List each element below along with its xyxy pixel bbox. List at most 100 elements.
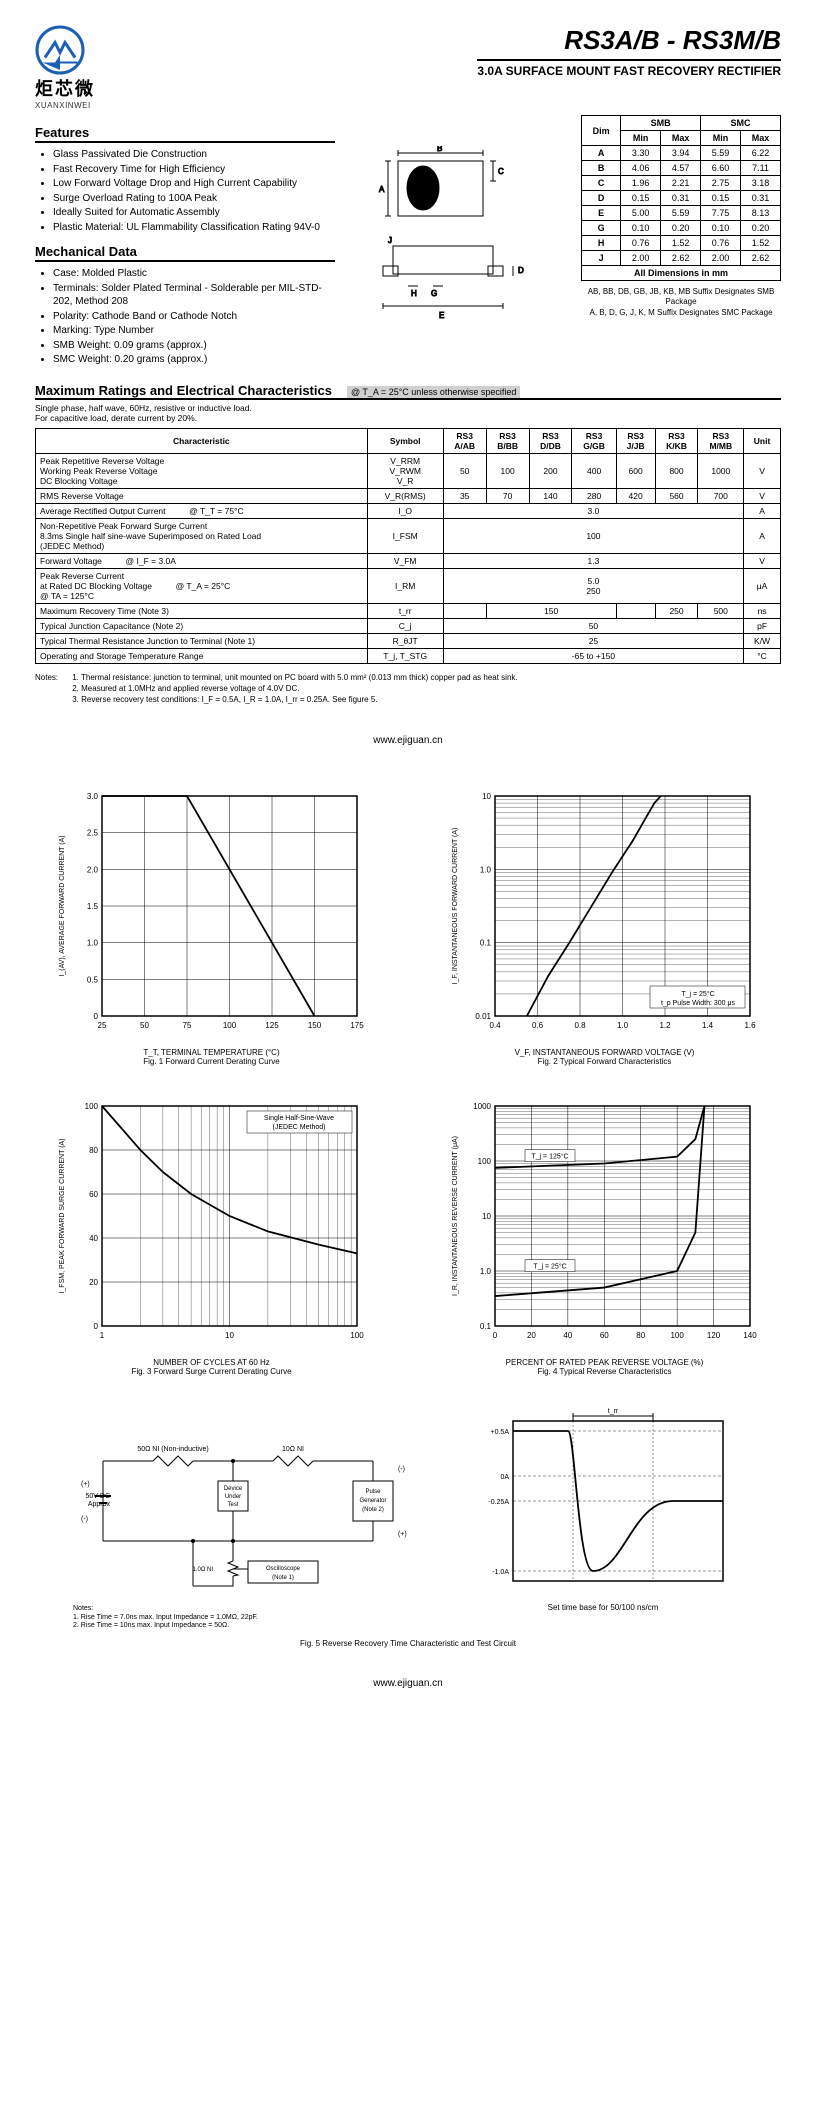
svg-text:(-): (-): [398, 1466, 405, 1473]
mechanical-heading: Mechanical Data: [35, 244, 335, 262]
smb-head: SMB: [621, 116, 701, 131]
svg-text:1.0: 1.0: [86, 939, 98, 948]
dim-footer: All Dimensions in mm: [581, 266, 781, 281]
svg-text:1.6: 1.6: [744, 1021, 756, 1030]
feature-item: Ideally Suited for Automatic Assembly: [53, 206, 335, 220]
svg-text:1.0: 1.0: [479, 866, 491, 875]
svg-text:t_p Pulse Width: 300 μs: t_p Pulse Width: 300 μs: [660, 1000, 735, 1007]
features-heading: Features: [35, 125, 335, 143]
svg-text:0.5: 0.5: [86, 976, 98, 985]
svg-text:(JEDEC Method): (JEDEC Method): [272, 1124, 325, 1131]
svg-text:(+): (+): [81, 1481, 90, 1488]
svg-text:(Note 1): (Note 1): [272, 1575, 294, 1581]
logo-icon: [35, 25, 85, 75]
maxratings-note: Single phase, half wave, 60Hz, resistive…: [35, 403, 781, 423]
svg-text:0: 0: [93, 1012, 98, 1021]
svg-text:125: 125: [265, 1021, 279, 1030]
svg-text:I_(AV), AVERAGE FORWARD CURREN: I_(AV), AVERAGE FORWARD CURRENT (A): [59, 836, 66, 977]
svg-text:50V DC: 50V DC: [85, 1493, 110, 1500]
fig3: 110100020406080100I_FSM, PEAK FORWARD SU…: [35, 1096, 388, 1376]
svg-text:100: 100: [350, 1331, 364, 1340]
svg-text:1.5: 1.5: [86, 902, 98, 911]
svg-text:E: E: [439, 311, 444, 320]
logo-block: 炬芯微 XUANXINWEI: [35, 25, 95, 110]
svg-text:1.4: 1.4: [701, 1021, 713, 1030]
dim-head: Dim: [582, 116, 621, 146]
svg-text:B: B: [437, 146, 442, 153]
svg-text:175: 175: [350, 1021, 364, 1030]
features-list: Glass Passivated Die ConstructionFast Re…: [53, 148, 335, 234]
svg-text:20: 20: [89, 1278, 98, 1287]
feature-item: Surge Overload Rating to 100A Peak: [53, 192, 335, 206]
svg-text:150: 150: [307, 1021, 321, 1030]
header: 炬芯微 XUANXINWEI RS3A/B - RS3M/B 3.0A SURF…: [35, 25, 781, 110]
svg-text:60: 60: [89, 1190, 98, 1199]
smc-head: SMC: [701, 116, 781, 131]
svg-text:0A: 0A: [500, 1474, 509, 1481]
svg-text:100: 100: [477, 1157, 491, 1166]
svg-text:1.0: 1.0: [616, 1021, 628, 1030]
svg-text:G: G: [431, 289, 437, 298]
svg-text:T_j = 25°C: T_j = 25°C: [681, 990, 714, 998]
fig5-caption: Fig. 5 Reverse Recovery Time Characteris…: [35, 1639, 781, 1648]
feature-item: Glass Passivated Die Construction: [53, 148, 335, 162]
mech-item: Case: Molded Plastic: [53, 267, 335, 281]
svg-text:T_j = 25°C: T_j = 25°C: [533, 1263, 566, 1271]
brand-en: XUANXINWEI: [35, 101, 91, 110]
svg-text:A: A: [379, 185, 385, 194]
svg-text:1.0Ω NI: 1.0Ω NI: [193, 1567, 214, 1573]
svg-text:(+): (+): [398, 1531, 407, 1538]
svg-text:40: 40: [89, 1234, 98, 1243]
svg-text:Generator: Generator: [359, 1498, 386, 1504]
svg-text:(-): (-): [81, 1516, 88, 1523]
svg-text:0.1: 0.1: [479, 1322, 491, 1331]
svg-text:H: H: [411, 289, 417, 298]
svg-text:50Ω NI (Non-inductive): 50Ω NI (Non-inductive): [137, 1446, 208, 1453]
package-drawing: A B C D J H G E: [350, 115, 566, 368]
svg-text:1.0: 1.0: [479, 1267, 491, 1276]
feature-item: Low Forward Voltage Drop and High Curren…: [53, 177, 335, 191]
svg-text:10: 10: [482, 792, 491, 801]
svg-text:T_j = 125°C: T_j = 125°C: [531, 1153, 568, 1161]
svg-text:0.01: 0.01: [475, 1012, 491, 1021]
svg-text:20: 20: [526, 1331, 535, 1340]
svg-text:Pulse: Pulse: [365, 1489, 381, 1495]
svg-text:-1.0A: -1.0A: [492, 1569, 509, 1576]
svg-text:(Note 2): (Note 2): [362, 1507, 384, 1513]
svg-text:0.6: 0.6: [531, 1021, 543, 1030]
dimensions-table: DimSMBSMC MinMaxMinMax A3.303.945.596.22…: [581, 115, 781, 266]
mech-item: SMC Weight: 0.20 grams (approx.): [53, 353, 335, 367]
svg-text:40: 40: [563, 1331, 572, 1340]
mech-item: Polarity: Cathode Band or Cathode Notch: [53, 310, 335, 324]
svg-text:25: 25: [97, 1021, 106, 1030]
svg-text:120: 120: [706, 1331, 720, 1340]
svg-text:1: 1: [99, 1331, 104, 1340]
fig4: 0204060801001201400.11.0101001000I_R, IN…: [428, 1096, 781, 1376]
svg-text:Under: Under: [225, 1494, 241, 1500]
mech-item: SMB Weight: 0.09 grams (approx.): [53, 339, 335, 353]
mechanical-list: Case: Molded PlasticTerminals: Solder Pl…: [53, 267, 335, 367]
svg-text:100: 100: [84, 1102, 98, 1111]
svg-text:60: 60: [599, 1331, 608, 1340]
characteristics-table: CharacteristicSymbolRS3A/ABRS3B/BBRS3D/D…: [35, 428, 781, 664]
svg-text:3.0: 3.0: [86, 792, 98, 801]
svg-text:I_R, INSTANTANEOUS REVERSE CUR: I_R, INSTANTANEOUS REVERSE CURRENT (μA): [452, 1136, 459, 1296]
svg-text:0.4: 0.4: [489, 1021, 501, 1030]
svg-text:I_F, INSTANTANEOUS FORWARD CUR: I_F, INSTANTANEOUS FORWARD CURRENT (A): [452, 828, 459, 985]
maxratings-cond: @ T_A = 25°C unless otherwise specified: [347, 386, 520, 398]
svg-text:Oscilloscope: Oscilloscope: [266, 1566, 301, 1572]
svg-text:Approx: Approx: [88, 1501, 111, 1508]
svg-text:J: J: [388, 236, 392, 245]
svg-text:0: 0: [492, 1331, 497, 1340]
notes: Notes: 1. Thermal resistance: junction t…: [35, 672, 781, 706]
svg-text:C: C: [498, 167, 504, 176]
svg-text:80: 80: [636, 1331, 645, 1340]
svg-text:t_rr: t_rr: [608, 1408, 619, 1415]
svg-text:0.1: 0.1: [479, 939, 491, 948]
svg-text:1.2: 1.2: [659, 1021, 671, 1030]
fig1: 25507510012515017500.51.01.52.02.53.0I_(…: [35, 786, 388, 1066]
url: www.ejiguan.cn: [35, 735, 781, 746]
svg-text:2.0: 2.0: [86, 866, 98, 875]
svg-text:10: 10: [225, 1331, 234, 1340]
fig5-circuit: (+) (-) 50V DCApprox 50Ω NI (Non-inductive)…: [73, 1401, 433, 1630]
